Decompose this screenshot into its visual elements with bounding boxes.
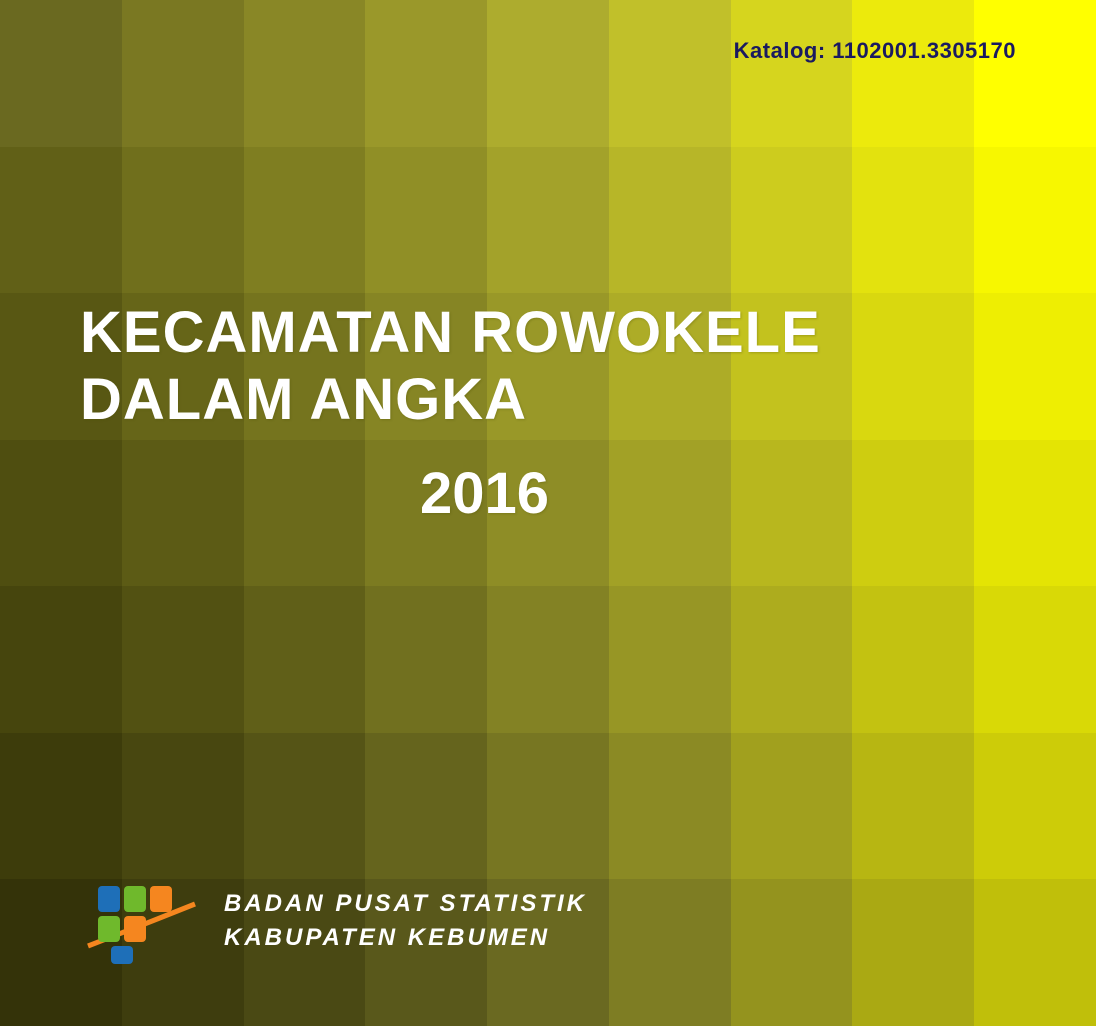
bps-logo [80, 876, 200, 966]
title-line-1: KECAMATAN ROWOKELE [80, 300, 821, 367]
org-line-2: KABUPATEN KEBUMEN [224, 921, 587, 955]
footer: BADAN PUSAT STATISTIK KABUPATEN KEBUMEN [80, 876, 587, 966]
title-block: KECAMATAN ROWOKELE DALAM ANGKA [80, 300, 821, 433]
catalog-prefix: Katalog: [734, 38, 826, 63]
org-line-1: BADAN PUSAT STATISTIK [224, 887, 587, 921]
organization-name: BADAN PUSAT STATISTIK KABUPATEN KEBUMEN [224, 887, 587, 954]
title-line-2: DALAM ANGKA [80, 367, 821, 434]
title-year: 2016 [420, 460, 549, 527]
catalog-number: 1102001.3305170 [832, 38, 1016, 63]
catalog-label: Katalog: 1102001.3305170 [734, 38, 1016, 64]
